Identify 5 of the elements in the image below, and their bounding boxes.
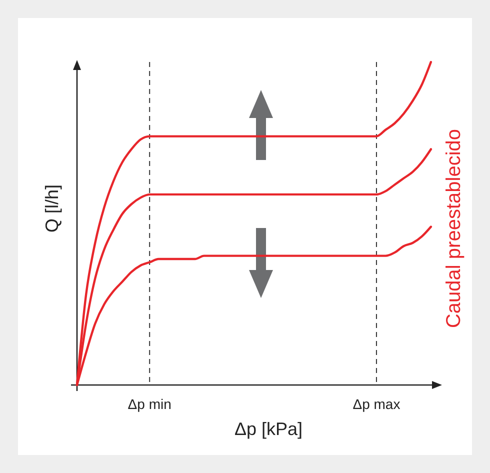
y-axis-title: Q [l/h] — [42, 184, 62, 233]
text: Caudal preestablecido — [443, 128, 465, 328]
x-tick-label: Δp min — [128, 396, 172, 412]
x-axis-title: Δp [kPa] — [234, 419, 303, 439]
x-tick-label: Δp max — [352, 396, 400, 412]
